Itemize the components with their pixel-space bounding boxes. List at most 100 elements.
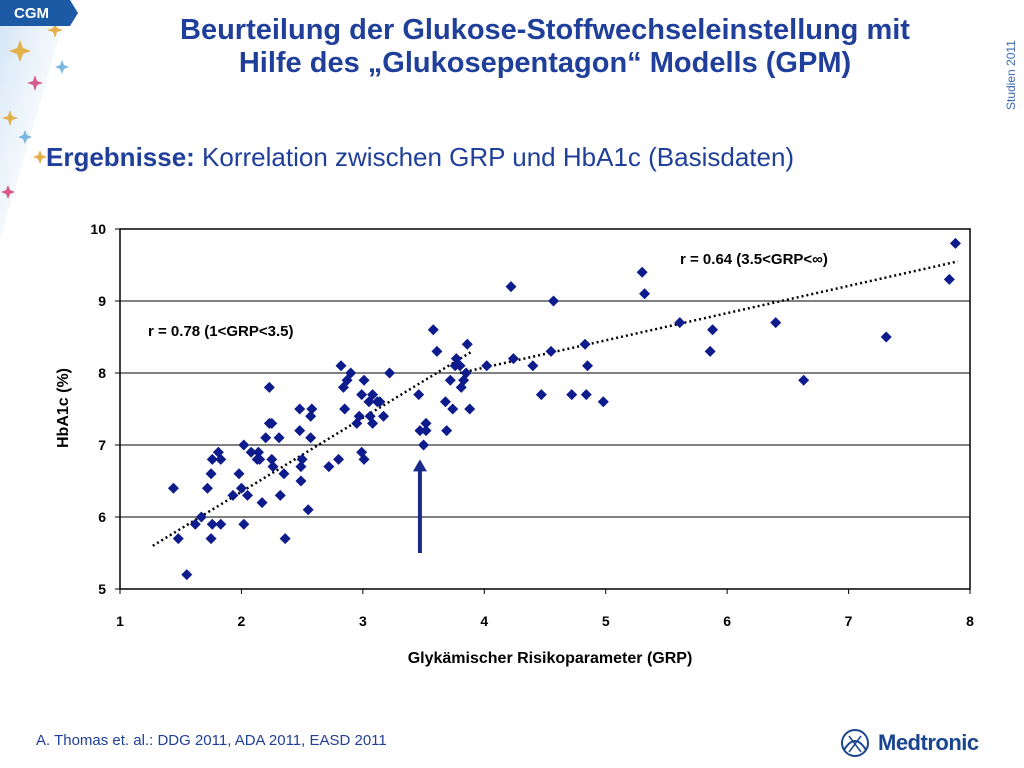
data-point	[252, 446, 264, 458]
y-axis-label: HbA1c (%)	[55, 368, 72, 448]
data-point	[206, 518, 218, 530]
data-point	[579, 338, 591, 350]
data-point	[454, 360, 466, 372]
data-point	[636, 266, 648, 278]
data-point	[238, 518, 250, 530]
data-point	[420, 417, 432, 429]
data-point	[548, 295, 559, 307]
data-point	[279, 533, 291, 545]
data-point	[597, 396, 609, 408]
data-point	[441, 425, 453, 437]
data-point	[345, 367, 357, 379]
data-point	[414, 425, 426, 437]
data-point	[444, 374, 456, 386]
y-tick-label-6: 6	[98, 509, 106, 525]
data-point	[481, 360, 493, 372]
y-tick-label-5: 5	[98, 581, 106, 597]
data-point	[206, 453, 218, 465]
data-point	[201, 482, 213, 494]
data-point	[461, 338, 473, 350]
title-line-1: Beurteilung der Glukose-Stoffwechseleins…	[180, 14, 910, 46]
x-tick-label-6: 6	[723, 613, 731, 629]
x-tick-label-7: 7	[845, 613, 853, 629]
data-point	[505, 281, 517, 293]
data-point	[273, 432, 285, 444]
data-point	[215, 453, 227, 465]
data-point	[242, 489, 253, 501]
data-point	[447, 403, 459, 415]
data-point	[305, 410, 317, 422]
data-point	[439, 396, 451, 408]
data-point	[566, 389, 578, 401]
data-point	[464, 403, 476, 415]
data-point	[674, 317, 686, 329]
data-point	[639, 288, 651, 300]
data-point	[335, 360, 347, 372]
medtronic-logo: Medtronic	[838, 728, 979, 758]
data-point	[205, 533, 217, 545]
data-point	[254, 453, 266, 465]
data-point	[295, 475, 307, 487]
y-tick-label-9: 9	[98, 293, 106, 309]
data-point	[260, 432, 272, 444]
x-tick-label-3: 3	[359, 613, 367, 629]
data-point	[305, 432, 317, 444]
data-point	[339, 403, 351, 415]
data-point	[227, 489, 239, 501]
y-tick-label-10: 10	[90, 221, 106, 237]
data-point	[256, 497, 268, 509]
data-point	[302, 504, 314, 516]
data-point	[378, 410, 389, 422]
data-point	[274, 489, 286, 501]
y-tick-label-8: 8	[98, 365, 106, 381]
data-point	[358, 374, 370, 386]
slide-subtitle: Ergebnisse: Korrelation zwischen GRP und…	[46, 142, 794, 173]
data-point	[943, 273, 955, 285]
data-point	[205, 468, 217, 480]
data-point	[582, 360, 593, 372]
data-point	[798, 374, 810, 386]
data-point	[323, 461, 335, 473]
data-point	[545, 345, 557, 357]
data-point	[215, 518, 227, 530]
x-tick-label-8: 8	[966, 613, 974, 629]
data-point	[949, 237, 961, 249]
title-line-2: Hilfe des „Glukosepentagon“ Modells (GPM…	[238, 47, 852, 79]
data-point	[238, 439, 250, 451]
data-point	[356, 389, 368, 401]
data-point	[707, 324, 719, 336]
data-point	[189, 518, 201, 530]
medtronic-logo-text: Medtronic	[878, 730, 979, 755]
data-point	[384, 367, 396, 379]
data-point	[427, 324, 439, 336]
data-point	[367, 417, 379, 429]
data-point	[367, 389, 379, 401]
trendline-label-1: r = 0.78 (1<GRP<3.5)	[148, 323, 294, 340]
data-point	[266, 453, 278, 465]
medtronic-logo-icon	[841, 729, 869, 757]
data-point	[278, 468, 290, 480]
slide-title: Beurteilung der Glukose-Stoffwechseleins…	[100, 14, 990, 80]
subtitle-rest: Korrelation zwischen GRP und HbA1c (Basi…	[194, 142, 795, 172]
plot-area	[119, 228, 971, 590]
data-point	[263, 381, 275, 393]
data-point	[374, 396, 386, 408]
y-tick-label-7: 7	[98, 437, 106, 453]
data-point	[233, 468, 245, 480]
data-point	[358, 453, 370, 465]
threshold-arrow-head	[412, 459, 427, 472]
data-point	[527, 360, 539, 372]
data-point	[413, 389, 425, 401]
x-axis-label: Glykämischer Risikoparameter (GRP)	[408, 650, 693, 667]
data-point	[181, 569, 193, 581]
data-point	[266, 417, 278, 429]
data-point	[507, 353, 519, 365]
trendline-2	[459, 260, 959, 375]
data-point	[195, 511, 207, 523]
cgm-badge: CGM	[0, 0, 78, 26]
data-point	[770, 317, 782, 329]
data-point	[460, 367, 472, 379]
data-point	[294, 403, 306, 415]
data-point	[267, 461, 279, 473]
